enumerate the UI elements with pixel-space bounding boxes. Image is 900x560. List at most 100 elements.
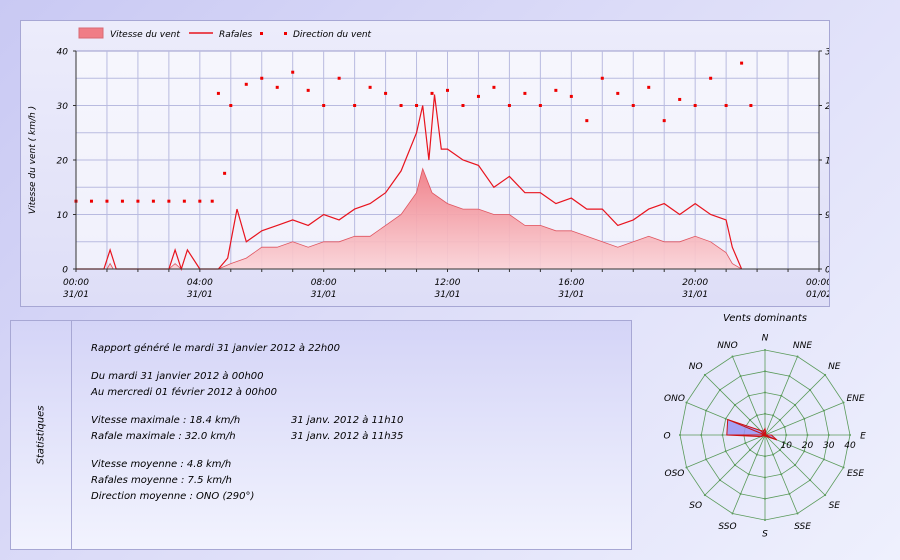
rose-spoke-tick [764,412,766,415]
period-end: Au mercredi 01 février 2012 à 00h00 [91,387,277,398]
rose-direction-label: SSE [794,522,811,532]
rose-spoke-tick [788,492,791,495]
x-tick-label-time: 16:00 [558,278,584,288]
x-tick-label-date: 31/01 [682,290,708,300]
direction-point [260,76,264,80]
direction-point [322,104,326,107]
direction-point [507,104,511,107]
direction-point [151,199,155,203]
legend-label-direction: Direction du vent [293,30,372,40]
direction-point [476,94,480,98]
period-start: Du mardi 31 janvier 2012 à 00h00 [91,371,264,382]
statistics-side-bar: Statistiques [11,321,72,549]
rose-spoke-tick [796,512,799,515]
rose-direction-label: OSO [665,469,685,479]
rose-direction-label: NE [828,362,841,372]
rose-spoke-tick [849,434,851,436]
x-tick-label-time: 12:00 [435,278,461,288]
rose-radial-tick-label: 30 [823,441,835,451]
y-left-tick-label: 20 [57,157,69,167]
legend: Vitesse du vent Rafales Direction du vent [78,27,372,40]
direction-point [523,91,527,95]
y-right-tick-label: 0.0 [825,266,829,276]
average-gust: Rafales moyenne : 7.5 km/h [91,475,232,486]
direction-point [167,199,171,203]
rose-data-ray [727,419,766,436]
y-left-axis-label: Vitesse du vent ( km/h ) [28,106,38,214]
rose-direction-label: S [762,530,768,540]
direction-point [538,104,542,107]
wind-chart-frame: 0 10 20 30 40 Vitesse du vent ( km/h ) 0.0 90.0… [20,20,830,307]
rose-spoke-tick [700,434,703,436]
rose-direction-label: N [762,334,769,344]
rose-spoke-tick [809,388,812,391]
rose-direction-label: SO [689,501,702,511]
rose-spoke-tick [764,349,766,351]
x-tick-label-time: 04:00 [187,278,213,288]
rose-spoke-tick [772,414,775,417]
direction-point [182,199,186,203]
rose-data-ray [764,434,777,441]
wind-time-chart: 0 10 20 30 40 Vitesse du vent ( km/h ) 0.0 90.0… [28,27,829,300]
direction-point [216,91,220,95]
rose-spoke-tick [748,418,751,421]
rose-direction-label: E [860,432,866,442]
max-speed-time: 31 janv. 2012 à 11h10 [291,415,404,426]
average-direction: Direction moyenne : ONO (290°) [91,491,255,502]
direction-point [740,61,744,65]
rose-direction-label: ONO [664,394,685,404]
rose-spoke-tick [783,425,786,428]
x-tick-label-date: 31/01 [558,290,584,300]
rose-spoke-tick [747,473,750,476]
rose-spoke-tick [788,375,791,378]
rose-spoke-tick [779,418,782,421]
rose-direction-label: ESE [847,469,864,479]
rose-data-ray [762,430,766,436]
direction-point [89,199,93,203]
rose-spoke-tick [794,403,797,406]
wind-rose-title: Vents dominants [723,313,807,324]
y-left-tick-label: 0 [62,266,68,276]
legend-label-speed: Vitesse du vent [110,30,180,40]
direction-point [275,85,279,89]
max-gust-row: Rafale maximale : 32.0 km/h 31 janv. 201… [91,429,403,445]
rose-direction-label: ENE [846,394,864,404]
rose-spoke-tick [755,453,758,456]
rose-spoke-tick [703,494,706,497]
rose-spoke-tick [724,450,727,453]
rose-spoke-tick [806,434,809,436]
rose-spoke-tick [755,414,758,417]
rose-spoke-tick [764,497,766,500]
direction-point [223,171,227,175]
rose-spoke-tick [764,519,766,521]
direction-point [337,76,341,80]
rose-spoke-tick [731,355,734,358]
direction-point [415,104,419,107]
y-right-tick-label: 360.0 [825,48,829,58]
direction-point [446,88,449,92]
rose-spoke-tick [705,458,708,461]
rose-spoke-tick [794,464,797,467]
y-right-tick-label: 180.0 [825,157,829,167]
direction-point [749,104,753,107]
rose-spoke-tick [764,455,766,458]
rose-spoke-tick [796,355,799,358]
direction-point [616,91,620,95]
rose-spoke-tick [780,473,783,476]
rose-radial-tick-label: 10 [781,441,793,451]
direction-point [631,104,635,107]
rose-direction-label: NNE [793,341,812,351]
direction-point [569,94,573,98]
rose-radial-tick-label: 20 [802,441,814,451]
rose-direction-label: NNO [717,341,738,351]
direction-point [384,91,388,95]
rose-spoke-tick [827,434,830,436]
x-tick-label-time: 00:00 [806,278,829,288]
average-speed: Vitesse moyenne : 4.8 km/h [91,459,232,470]
x-tick-label-time: 00:00 [63,278,89,288]
direction-point [244,82,248,86]
direction-point [585,119,589,123]
legend-label-gust: Rafales [219,30,252,40]
rose-spoke-tick [733,464,736,467]
direction-point [678,97,682,101]
